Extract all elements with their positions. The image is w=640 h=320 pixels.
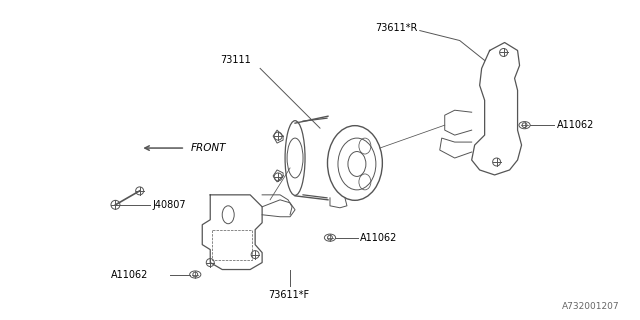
Text: A11062: A11062 <box>111 269 148 279</box>
Text: 73611*R: 73611*R <box>375 23 417 33</box>
Text: 73111: 73111 <box>220 55 251 65</box>
Text: 73611*F: 73611*F <box>268 291 309 300</box>
Text: A732001207: A732001207 <box>562 302 620 311</box>
Text: J40807: J40807 <box>152 200 186 210</box>
Text: A11062: A11062 <box>557 120 594 130</box>
Text: A11062: A11062 <box>360 233 397 243</box>
Text: FRONT: FRONT <box>190 143 226 153</box>
